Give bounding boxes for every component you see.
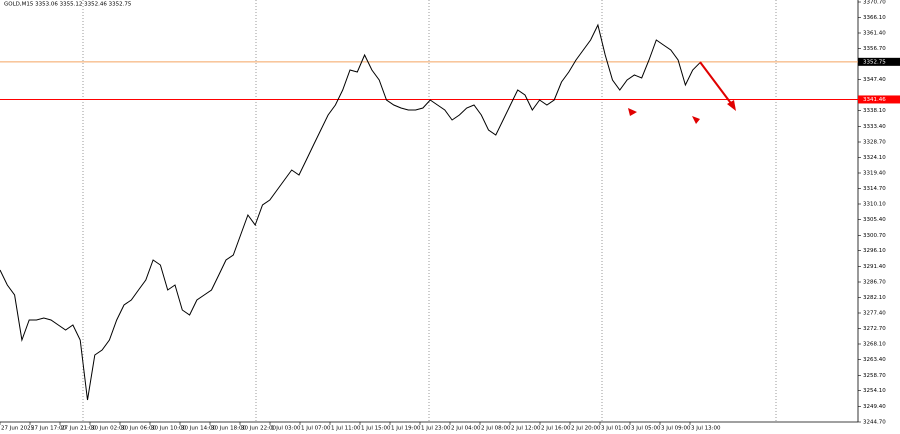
- x-tick-label: 2 Jul 12:00: [511, 426, 541, 432]
- day-separators: [82, 0, 777, 422]
- x-tick-label: 1 Jul 23:00: [421, 426, 451, 432]
- y-tick-label: 3361.40: [863, 31, 886, 37]
- arrow-line: [699, 61, 734, 107]
- level-label: 3352.75: [863, 59, 886, 65]
- y-tick-label: 3347.40: [863, 77, 886, 83]
- y-tick-label: 3370.70: [863, 0, 886, 6]
- level-label: 3341.46: [863, 97, 886, 103]
- chart-title: GOLD,M15 3353.06 3355.12 3352.46 3352.75: [4, 2, 132, 8]
- y-tick-label: 3282.10: [863, 295, 886, 301]
- x-tick-label: 30 Jun 22:00: [241, 426, 276, 432]
- price-line: [0, 23, 701, 401]
- y-tick-label: 3300.70: [863, 233, 886, 239]
- x-tick-label: 3 Jul 05:00: [631, 426, 661, 432]
- level-label-box: [858, 95, 900, 104]
- x-tick-label: 27 Jun 17:00: [31, 426, 66, 432]
- x-tick-label: 3 Jul 13:00: [691, 426, 721, 432]
- marker: [628, 108, 637, 116]
- x-tick-label: 27 Jun 21:00: [61, 426, 96, 432]
- x-tick-label: 2 Jul 20:00: [571, 426, 601, 432]
- x-tick-label: 30 Jun 18:00: [211, 426, 246, 432]
- x-tick-label: 30 Jun 02:00: [91, 426, 126, 432]
- y-tick-label: 3291.40: [863, 264, 886, 270]
- y-tick-label: 3244.70: [863, 420, 886, 426]
- x-tick-label: 3 Jul 09:00: [661, 426, 691, 432]
- y-tick-label: 3338.10: [863, 108, 886, 114]
- annotations: [628, 61, 736, 124]
- x-tick-label: 27 Jun 2025: [1, 426, 35, 432]
- marker: [692, 116, 700, 124]
- y-tick-label: 3258.70: [863, 373, 886, 379]
- arrow-head: [727, 100, 736, 111]
- y-tick-label: 3249.40: [863, 404, 886, 410]
- x-tick-label: 30 Jun 14:00: [181, 426, 216, 432]
- x-tick-label: 1 Jul 15:00: [361, 426, 391, 432]
- x-tick-label: 1 Jul 11:00: [331, 426, 361, 432]
- y-tick-label: 3314.70: [863, 186, 886, 192]
- y-tick-label: 3268.10: [863, 342, 886, 348]
- y-tick-label: 3254.10: [863, 388, 886, 394]
- y-tick-label: 3263.40: [863, 357, 886, 363]
- level-label-box: [858, 57, 900, 66]
- x-tick-label: 1 Jul 19:00: [391, 426, 421, 432]
- y-tick-label: 3324.10: [863, 155, 886, 161]
- y-tick-label: 3286.70: [863, 280, 886, 286]
- x-tick-label: 30 Jun 06:00: [121, 426, 156, 432]
- x-tick-label: 2 Jul 16:00: [541, 426, 571, 432]
- y-tick-label: 3272.70: [863, 326, 886, 332]
- x-tick-label: 2 Jul 04:00: [451, 426, 481, 432]
- x-tick-label: 2 Jul 08:00: [481, 426, 511, 432]
- x-tick-label: 1 Jul 07:00: [301, 426, 331, 432]
- y-tick-label: 3296.10: [863, 248, 886, 254]
- x-tick-label: 3 Jul 01:00: [601, 426, 631, 432]
- x-tick-label: 30 Jun 10:00: [151, 426, 186, 432]
- y-tick-label: 3328.70: [863, 140, 886, 146]
- y-tick-label: 3356.70: [863, 46, 886, 52]
- y-tick-label: 3305.40: [863, 217, 886, 223]
- y-tick-label: 3310.10: [863, 202, 886, 208]
- y-tick-label: 3277.40: [863, 311, 886, 317]
- y-tick-label: 3366.10: [863, 15, 886, 21]
- y-tick-label: 3333.40: [863, 124, 886, 130]
- x-tick-label: 1 Jul 03:00: [271, 426, 301, 432]
- y-tick-label: 3319.40: [863, 171, 886, 177]
